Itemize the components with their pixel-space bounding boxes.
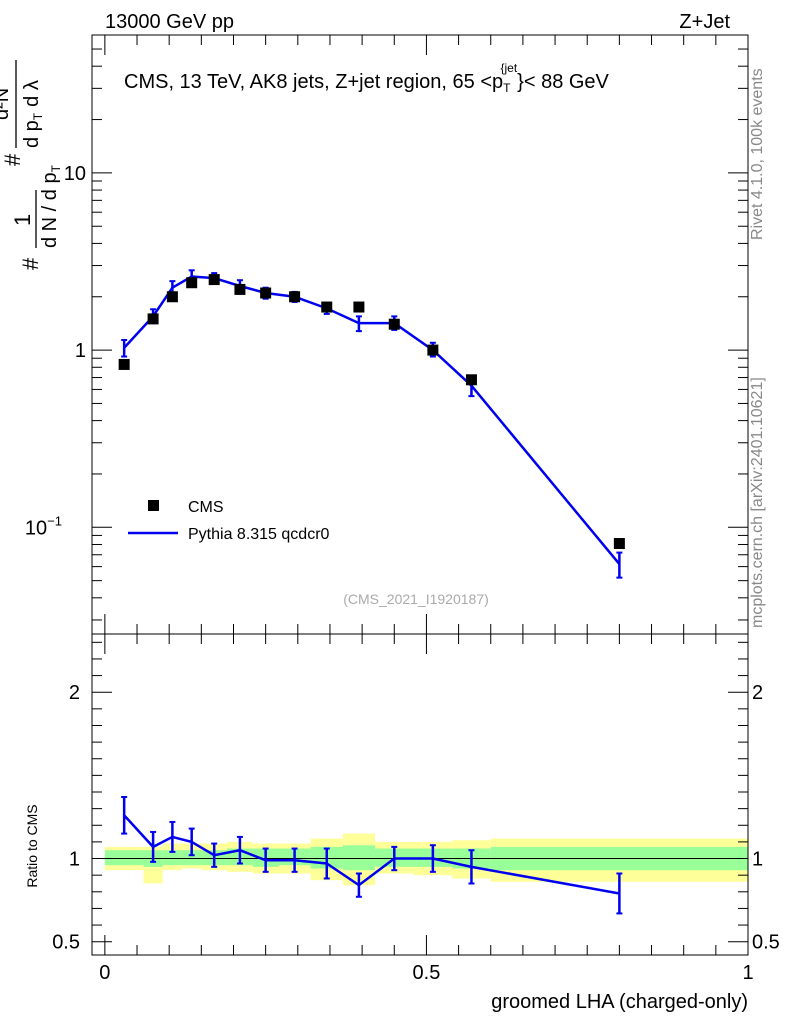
ratio-y-label: Ratio to CMS [24, 804, 40, 887]
analysis-watermark: (CMS_2021_I1920187) [343, 591, 489, 607]
y-tick-label: 10 [64, 163, 86, 185]
cms-data-point [321, 301, 333, 313]
y-axis-label: # 1 d N / d pT # d²N d pTd λ [0, 60, 63, 270]
ratio-y-tick-label-right: 2 [752, 682, 763, 704]
ratio-y-tick-label-right: 0.5 [752, 932, 780, 954]
mcplots-label: mcplots.cern.ch [arXiv:2401.10621] [749, 377, 766, 628]
main-panel: 10−1 1 10 CMS, 13 TeV, AK8 jets, Z+jet reg… [0, 34, 749, 635]
uncertainty-band-inner [162, 850, 183, 866]
ylabel-dN: d N / d pT [39, 164, 63, 248]
legend-cms-marker [148, 500, 159, 511]
cms-data-point [613, 538, 625, 550]
ylabel-one: 1 [10, 214, 35, 226]
cms-data-point [388, 318, 400, 330]
ratio-panel: 0.5 0.5 1 1 2 2 0 0.5 1 Ratio to CMS groomed LHA… [24, 633, 780, 1013]
ylabel-hash1: # [18, 257, 43, 270]
main-frame [91, 34, 749, 635]
cms-data-point [147, 313, 159, 325]
legend-pythia-label: Pythia 8.315 qcdcr0 [188, 526, 330, 543]
main-data [118, 269, 625, 579]
plot-title-pre: CMS, 13 TeV, AK8 jets, Z+jet region, 65 … [124, 71, 503, 93]
cms-data-point [289, 291, 301, 303]
cms-data-point [208, 274, 220, 286]
x-tick-label: 0 [99, 962, 110, 984]
ylabel-dpT: d pTd λ [21, 80, 45, 148]
ratio-y-tick-label-left: 2 [69, 682, 80, 704]
ratio-line [123, 814, 620, 895]
plot-title-sub: T [503, 81, 511, 95]
pythia-line [123, 275, 621, 565]
ylabel-d2N: d²N [0, 88, 13, 120]
cms-data-point [465, 374, 477, 386]
rivet-label: Rivet 4.1.0, 100k events [749, 68, 766, 240]
uncertainty-band-inner [182, 850, 202, 866]
plot-title-post: }< 88 GeV [517, 71, 609, 93]
ylabel-hash2: # [0, 153, 25, 166]
cms-data-point [166, 291, 178, 303]
x-axis-label: groomed LHA (charged-only) [491, 991, 748, 1013]
cms-data-point [186, 277, 198, 289]
ratio-ticks: 0.5 0.5 1 1 2 2 0 0.5 1 [52, 634, 780, 984]
legend: CMS Pythia 8.315 qcdcr0 [128, 499, 330, 543]
ratio-frame [91, 633, 749, 956]
cms-data-point [234, 283, 246, 295]
ratio-data [121, 795, 623, 915]
cms-data-point [353, 301, 365, 313]
uncertainty-band-inner [342, 845, 375, 871]
y-tick-label: 1 [75, 340, 86, 362]
ratio-y-tick-label-left: 0.5 [52, 932, 80, 954]
y-tick-label: 10−1 [25, 513, 62, 539]
ratio-y-tick-label-right: 1 [752, 849, 763, 871]
plot-title: CMS, 13 TeV, AK8 jets, Z+jet region, 65 … [124, 61, 610, 95]
ratio-y-tick-label-left: 1 [69, 849, 80, 871]
cms-data-point [260, 287, 272, 299]
header-left: 13000 GeV pp [105, 11, 234, 33]
legend-cms-label: CMS [188, 499, 224, 516]
plot-title-sup: {jet [500, 61, 517, 75]
x-tick-label: 1 [742, 962, 753, 984]
cms-data-point [427, 344, 439, 356]
header-right: Z+Jet [679, 11, 730, 33]
uncertainty-band-inner [104, 850, 144, 866]
cms-data-point [118, 358, 130, 370]
main-ticks: 10−1 1 10 [25, 34, 749, 634]
x-tick-label: 0.5 [413, 962, 441, 984]
